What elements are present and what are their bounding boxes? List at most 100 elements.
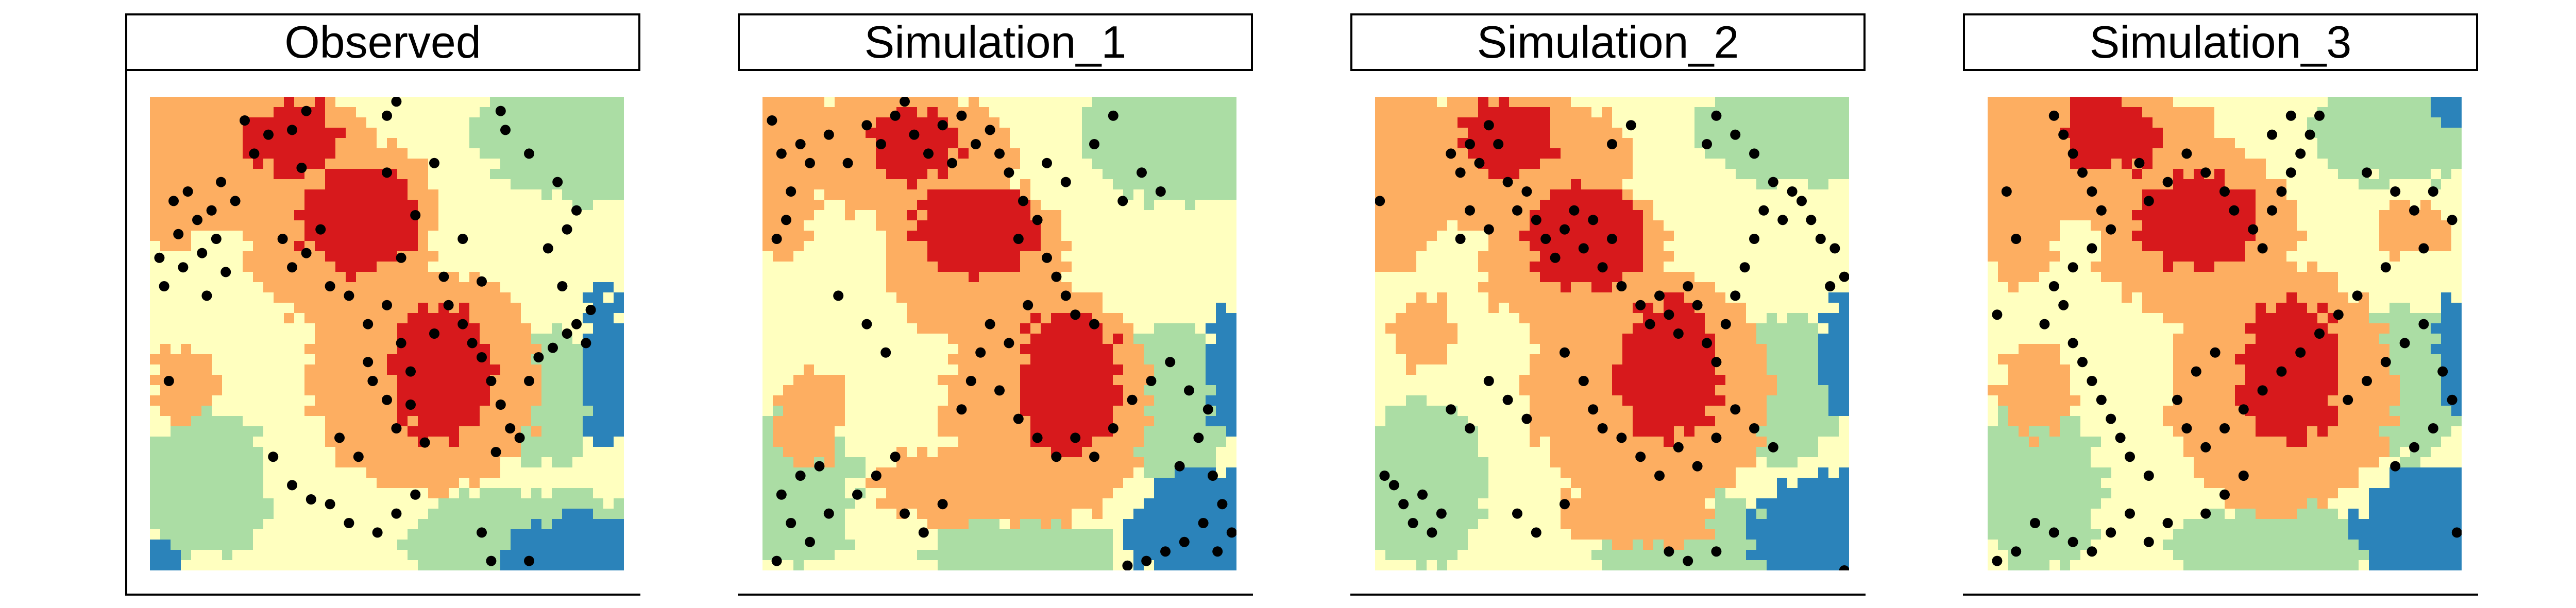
raster-cell: [1767, 117, 1777, 128]
raster-cell: [593, 426, 604, 437]
raster-cell: [469, 159, 480, 169]
raster-cell: [793, 529, 804, 540]
raster-cell: [181, 220, 192, 231]
raster-cell: [1185, 148, 1196, 159]
raster-cell: [500, 354, 511, 365]
raster-cell: [263, 272, 274, 283]
raster-cell: [1154, 231, 1165, 241]
raster-cell: [408, 189, 418, 200]
data-point: [514, 432, 525, 443]
raster-cell: [1061, 457, 1072, 468]
data-point: [781, 215, 791, 225]
raster-cell: [1020, 344, 1031, 355]
raster-cell: [222, 519, 233, 530]
raster-cell: [511, 488, 521, 499]
raster-cell: [315, 241, 326, 252]
raster-cell: [315, 148, 326, 159]
raster-cell: [1226, 437, 1236, 447]
raster-cell: [201, 159, 212, 169]
raster-cell: [325, 262, 336, 272]
raster-cell: [1427, 138, 1437, 149]
raster-cell: [783, 344, 794, 355]
raster-cell: [408, 241, 418, 252]
raster-cell: [1561, 179, 1571, 190]
raster-cell: [1030, 159, 1041, 169]
raster-cell: [397, 313, 408, 324]
raster-cell: [593, 231, 604, 241]
raster-cell: [855, 97, 866, 108]
raster-cell: [1082, 509, 1093, 519]
raster-cell: [1478, 189, 1489, 200]
data-point: [1060, 290, 1071, 301]
raster-cell: [927, 509, 938, 519]
data-point: [1127, 394, 1138, 405]
raster-cell: [948, 478, 959, 489]
raster-cell: [1051, 231, 1062, 241]
raster-cell: [773, 416, 784, 427]
raster-cell: [907, 231, 918, 241]
raster-cell: [325, 488, 336, 499]
data-point: [277, 234, 288, 244]
raster-cell: [469, 200, 480, 211]
raster-cell: [1030, 354, 1041, 365]
raster-cell: [1818, 128, 1829, 138]
raster-cell: [552, 189, 563, 200]
raster-cell: [377, 344, 387, 355]
raster-cell: [1041, 241, 1052, 252]
raster-cell: [1715, 200, 1726, 211]
raster-cell: [1767, 169, 1777, 180]
raster-cell: [999, 323, 1010, 334]
raster-cell: [886, 220, 897, 231]
raster-cell: [469, 457, 480, 468]
raster-cell: [1041, 529, 1052, 540]
raster-cell: [814, 179, 825, 190]
raster-cell: [969, 457, 979, 468]
raster-cell: [1133, 148, 1144, 159]
raster-cell: [917, 560, 928, 570]
raster-cell: [1571, 97, 1582, 108]
raster-cell: [1488, 97, 1499, 108]
raster-cell: [201, 529, 212, 540]
raster-cell: [1144, 437, 1155, 447]
raster-cell: [418, 107, 429, 118]
raster-cell: [783, 97, 794, 108]
raster-cell: [1519, 107, 1530, 118]
raster-cell: [1072, 406, 1082, 416]
data-point: [268, 451, 279, 462]
data-point: [767, 115, 777, 126]
raster-cell: [1061, 416, 1072, 427]
raster-cell: [1072, 169, 1082, 180]
raster-cell: [773, 354, 784, 365]
raster-cell: [541, 179, 552, 190]
raster-cell: [614, 509, 624, 519]
raster-cell: [845, 231, 856, 241]
raster-cell: [253, 519, 264, 530]
raster-cell: [1787, 148, 1798, 159]
raster-cell: [593, 272, 604, 283]
raster-cell: [469, 231, 480, 241]
raster-cell: [1798, 97, 1808, 108]
raster-cell: [948, 97, 959, 108]
raster-cell: [449, 550, 460, 561]
raster-cell: [593, 128, 604, 138]
raster-cell: [222, 385, 233, 396]
raster-cell: [1072, 128, 1082, 138]
raster-cell: [253, 467, 264, 478]
raster-cell: [480, 395, 490, 406]
raster-cell: [1164, 406, 1175, 416]
raster-cell: [377, 560, 387, 570]
raster-cell: [1499, 128, 1510, 138]
data-point: [296, 163, 307, 173]
raster-cell: [438, 416, 449, 427]
raster-cell: [1061, 128, 1072, 138]
raster-cell: [521, 467, 532, 478]
raster-cell: [1705, 169, 1716, 180]
raster-cell: [346, 138, 357, 149]
raster-cell: [469, 303, 480, 314]
raster-cell: [1530, 107, 1540, 118]
raster-cell: [387, 251, 398, 262]
raster-cell: [896, 560, 907, 570]
raster-cell: [1144, 323, 1155, 334]
raster-cell: [315, 159, 326, 169]
raster-cell: [1175, 560, 1185, 570]
